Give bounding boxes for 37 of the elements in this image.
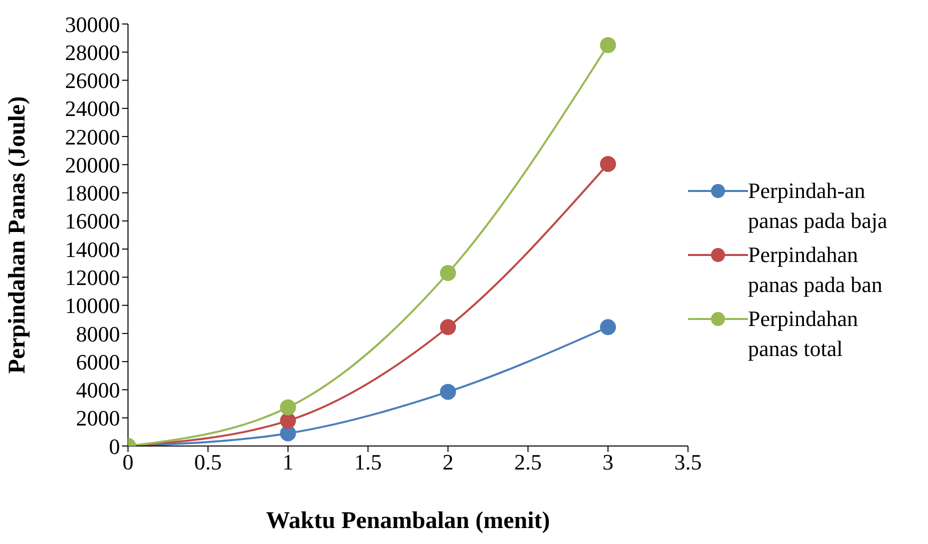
y-tick-label: 20000: [65, 152, 120, 178]
y-tick-label: 14000: [65, 236, 120, 262]
y-axis-title: Perpindahan Panas (Joule): [4, 96, 31, 374]
legend-label: Perpindah-an panas pada baja: [748, 177, 888, 235]
y-tick-label: 30000: [65, 12, 120, 37]
point: [600, 319, 616, 336]
y-tick-label: 8000: [76, 321, 120, 346]
x-tick-label: 1.5: [354, 450, 382, 475]
y-tick-label: 12000: [65, 265, 120, 290]
point: [280, 425, 296, 442]
y-tick-label: 22000: [65, 124, 120, 150]
y-tick-label: 24000: [65, 96, 120, 122]
y-tick-label: 0: [109, 434, 120, 459]
point: [600, 156, 616, 172]
y-tick-label: 26000: [65, 68, 120, 94]
point: [440, 384, 456, 400]
x-tick-label: 2: [442, 450, 454, 475]
point: [280, 399, 296, 416]
point: [440, 319, 456, 336]
point: [600, 37, 616, 54]
x-tick-label: 1: [282, 450, 294, 475]
y-tick-label: 16000: [65, 208, 120, 234]
y-tick-label: 18000: [65, 180, 120, 206]
point: [280, 412, 296, 429]
x-tick-label: 2.5: [514, 450, 542, 475]
x-tick-label: 3: [602, 450, 614, 475]
x-axis-title: Waktu Penambalan (menit): [266, 508, 550, 534]
y-tick-label: 10000: [65, 293, 120, 318]
y-tick-label: 2000: [76, 406, 120, 431]
x-tick-label: 0.5: [194, 450, 222, 475]
x-tick-label: 3.5: [674, 450, 702, 475]
y-tick-label: 4000: [76, 378, 120, 403]
legend-label: Perpindahan panas total: [748, 305, 859, 363]
point: [440, 264, 456, 281]
legend-label: Perpindahan panas pada ban: [748, 241, 884, 299]
y-tick-label: 28000: [65, 40, 120, 65]
y-tick-label: 6000: [76, 349, 120, 374]
